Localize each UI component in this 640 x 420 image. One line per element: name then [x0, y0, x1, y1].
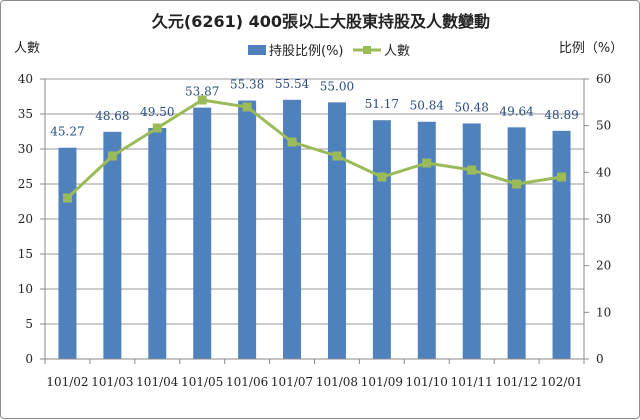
data-label: 48.89	[544, 108, 578, 122]
x-tick-label: 101/03	[91, 375, 133, 389]
x-tick-label: 101/08	[316, 375, 358, 389]
data-label: 45.27	[50, 125, 84, 139]
line-series	[62, 95, 567, 203]
right-tick-label: 0	[596, 352, 604, 366]
x-tick-label: 102/01	[540, 375, 582, 389]
left-tick-label: 0	[25, 352, 33, 366]
bar	[148, 128, 167, 359]
right-tick-label: 50	[596, 119, 611, 133]
bar	[103, 131, 122, 359]
right-tick-label: 10	[596, 305, 611, 319]
bar	[238, 100, 257, 359]
line-point	[467, 165, 477, 175]
left-axis-title: 人數	[14, 41, 40, 56]
legend-swatch-bar	[248, 45, 266, 55]
data-label: 49.50	[140, 105, 174, 119]
left-tick-label: 10	[18, 282, 33, 296]
x-tick-label: 101/12	[496, 375, 538, 389]
x-tick-label: 101/06	[226, 375, 268, 389]
bar	[327, 102, 346, 359]
right-tick-label: 40	[596, 165, 611, 179]
gridlines	[45, 78, 584, 325]
x-tick-label: 101/04	[136, 375, 179, 389]
legend: 持股比例(%) 人數	[248, 44, 410, 59]
line-point	[512, 179, 522, 189]
legend-label-line: 人數	[384, 44, 410, 59]
x-tick-label: 101/05	[181, 375, 223, 389]
left-tick-label: 40	[18, 72, 33, 86]
line-point	[152, 123, 162, 133]
data-label: 55.00	[320, 79, 354, 93]
right-tick-label: 30	[596, 212, 611, 226]
bar	[372, 120, 391, 359]
left-tick-label: 25	[18, 177, 33, 191]
bar-series	[58, 99, 571, 360]
left-tick-label: 20	[18, 212, 33, 226]
right-axis-title: 比例（%）	[559, 41, 623, 56]
data-label: 55.38	[230, 78, 264, 92]
data-label: 50.84	[410, 99, 445, 113]
line-point	[242, 102, 252, 112]
data-label: 55.54	[275, 77, 310, 91]
line-point	[557, 172, 567, 182]
line-point	[422, 158, 432, 168]
bar	[552, 130, 571, 359]
line-path	[66, 98, 562, 200]
legend-marker	[363, 46, 371, 54]
left-tick-label: 35	[18, 107, 33, 121]
data-label: 53.87	[185, 85, 219, 99]
legend-label-bar: 持股比例(%)	[269, 44, 344, 59]
data-label: 50.48	[455, 100, 489, 114]
data-label: 49.64	[499, 104, 534, 118]
line-point	[107, 151, 117, 161]
bar	[462, 123, 481, 359]
data-label: 48.68	[95, 109, 129, 123]
bar	[417, 121, 436, 359]
chart-title: 久元(6261) 400張以上大股東持股及人數變動	[152, 12, 490, 31]
line-point	[62, 193, 72, 203]
x-tick-label: 101/02	[46, 375, 88, 389]
data-labels: 45.27 48.68 49.50 53.87 55.38 55.54 55.00 51.17…	[50, 77, 578, 139]
line-point	[332, 151, 342, 161]
right-tick-label: 60	[596, 72, 611, 86]
x-tick-label: 101/11	[451, 375, 493, 389]
line-point	[197, 95, 207, 105]
line-point	[287, 137, 297, 147]
bar	[283, 99, 302, 360]
bar	[58, 147, 77, 359]
left-tick-label: 5	[25, 317, 33, 331]
line-point	[377, 172, 387, 182]
left-tick-label: 15	[18, 247, 33, 261]
bar	[507, 127, 526, 359]
x-tick-label: 101/07	[271, 375, 313, 389]
bar	[193, 107, 212, 360]
x-tick-label: 101/09	[361, 375, 403, 389]
x-tick-label: 101/10	[406, 375, 448, 389]
data-label: 51.17	[365, 97, 399, 111]
left-tick-label: 30	[18, 142, 33, 156]
right-tick-label: 20	[596, 259, 611, 273]
